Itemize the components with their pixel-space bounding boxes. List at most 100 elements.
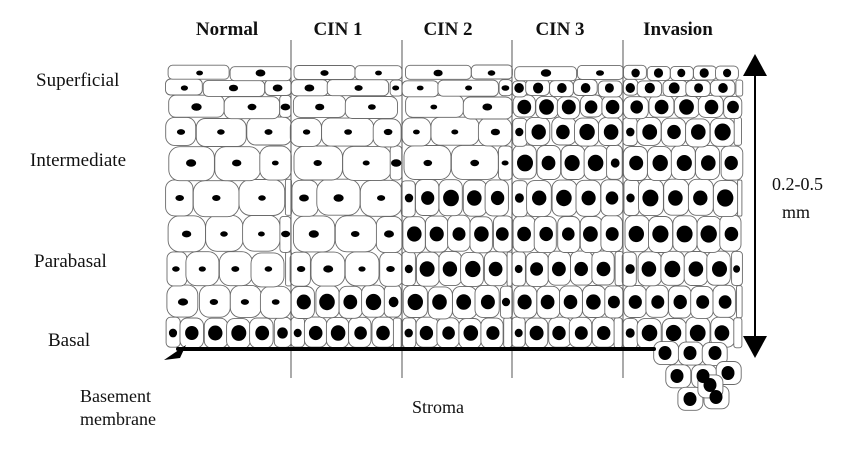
stage-label-cin3: CIN 3: [535, 19, 584, 40]
cell-nucleus: [562, 227, 575, 241]
cell-nucleus: [217, 129, 225, 135]
cell-nucleus: [296, 266, 306, 272]
cell-nucleus: [693, 190, 708, 206]
cell-nucleus: [668, 190, 683, 206]
cell-nucleus: [220, 231, 228, 237]
cell-nucleus: [180, 85, 188, 91]
cell-nucleus: [552, 261, 566, 277]
cell-nucleus: [423, 159, 433, 167]
cell-nucleus: [676, 225, 693, 243]
cell-nucleus: [587, 154, 604, 172]
cell-nucleus: [529, 325, 544, 341]
cell-nucleus: [416, 85, 424, 91]
cell-nucleus: [196, 70, 204, 76]
cell-nucleus: [514, 328, 523, 338]
basement-pointer-arrowhead: [164, 345, 186, 360]
cell-nucleus: [315, 103, 325, 111]
cell-nucleus: [658, 346, 672, 360]
cell-nucleus: [191, 103, 202, 111]
cell-nucleus: [610, 158, 620, 168]
cell-nucleus: [644, 82, 655, 94]
cell-nucleus: [563, 294, 578, 310]
cell-nucleus: [308, 325, 323, 341]
cell-nucleus: [727, 100, 739, 114]
cell-nucleus: [642, 189, 659, 207]
cell-nucleus: [556, 124, 570, 140]
cell-nucleus: [293, 328, 302, 338]
cell-nucleus: [354, 326, 367, 340]
cell-nucleus: [350, 231, 360, 237]
cell-nucleus: [320, 70, 329, 76]
cell-nucleus: [533, 82, 544, 94]
stage-label-invasion: Invasion: [643, 19, 713, 40]
cell-nucleus: [354, 85, 363, 91]
cell-nucleus: [532, 190, 547, 206]
epithelial-cell: [613, 317, 623, 349]
cell-nucleus: [517, 99, 532, 115]
cell-nucleus: [714, 325, 730, 341]
cell-nucleus: [172, 266, 180, 272]
cell-nucleus: [552, 325, 566, 341]
cell-nucleus: [430, 104, 438, 110]
cell-nucleus: [704, 99, 719, 115]
cell-nucleus: [603, 124, 619, 140]
cell-nucleus: [677, 68, 686, 78]
cell-nucleus: [631, 68, 640, 78]
cell-nucleus: [404, 264, 413, 274]
cell-nucleus: [561, 99, 576, 115]
cell-nucleus: [391, 159, 402, 167]
cell-nucleus: [581, 190, 596, 206]
cell-nucleus: [302, 129, 311, 135]
cell-nucleus: [703, 378, 717, 392]
cell-nucleus: [539, 99, 554, 115]
cell-nucleus: [689, 324, 706, 342]
cell-nucleus: [514, 83, 524, 93]
cell-nucleus: [388, 296, 399, 308]
cell-nucleus: [240, 299, 249, 305]
cell-nucleus: [668, 82, 680, 94]
cell-nucleus: [580, 83, 591, 93]
cell-nucleus: [699, 68, 709, 78]
cell-nucleus: [667, 124, 681, 140]
cell-nucleus: [319, 293, 335, 311]
cell-nucleus: [404, 193, 414, 203]
cell-nucleus: [557, 83, 567, 93]
cell-nucleus: [665, 324, 682, 342]
cell-nucleus: [530, 262, 544, 276]
cell-nucleus: [604, 83, 614, 93]
cell-nucleus: [539, 226, 553, 242]
cell-nucleus: [368, 104, 376, 110]
cell-nucleus: [271, 299, 280, 305]
cell-nucleus: [482, 103, 493, 111]
cell-nucleus: [362, 160, 370, 166]
cell-nucleus: [626, 127, 635, 137]
epithelial-cell: [733, 317, 743, 349]
cell-nucleus: [474, 226, 489, 242]
cell-nucleus: [579, 123, 595, 141]
cell-nucleus: [365, 293, 382, 311]
cell-nucleus: [718, 295, 732, 309]
cell-nucleus: [333, 194, 344, 202]
cell-nucleus: [596, 70, 604, 76]
cell-nucleus: [733, 265, 741, 273]
thickness-label-line2: mm: [782, 202, 810, 222]
cell-nucleus: [605, 227, 619, 241]
layer-label-basal: Basal: [48, 330, 90, 351]
cell-nucleus: [421, 191, 435, 205]
cell-nucleus: [413, 129, 420, 135]
cell-nucleus: [724, 155, 738, 171]
layer-labels: Superficial Intermediate Parabasal Basal: [30, 70, 126, 351]
cell-nucleus: [277, 327, 288, 339]
cell-nucleus: [514, 264, 523, 274]
cell-nucleus: [271, 160, 279, 166]
cell-nucleus: [465, 85, 473, 91]
cell-nucleus: [198, 266, 206, 272]
cell-nucleus: [712, 261, 727, 277]
epithelial-cell: [503, 317, 513, 348]
cell-nucleus: [392, 85, 400, 91]
cell-nucleus: [488, 261, 503, 277]
cell-nucleus: [583, 226, 598, 242]
cell-nucleus: [691, 124, 706, 140]
cell-nucleus: [540, 294, 555, 310]
cell-nucleus: [517, 226, 531, 242]
